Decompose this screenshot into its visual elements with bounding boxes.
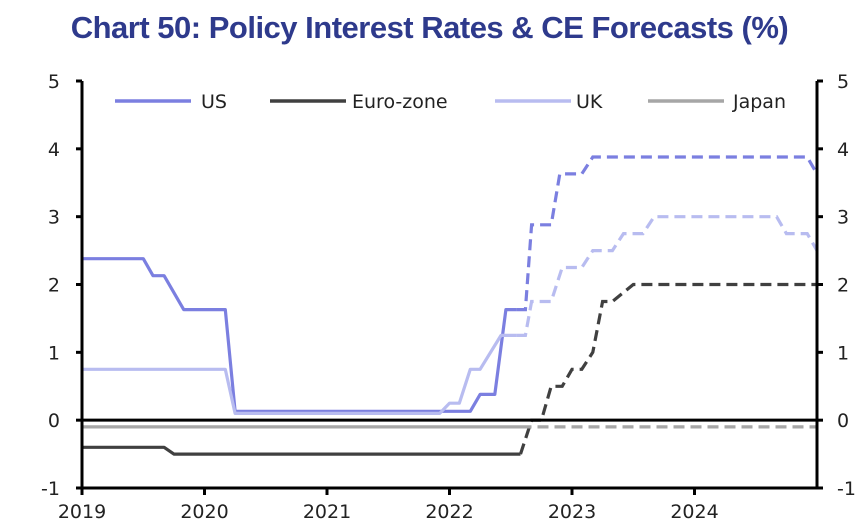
y-tick-label-left: 0 xyxy=(48,410,60,432)
series-euro-zone-forecast xyxy=(518,282,817,455)
series-uk-actual xyxy=(82,333,517,415)
series-us-forecast xyxy=(516,155,819,312)
chart-title: Chart 50: Policy Interest Rates & CE For… xyxy=(70,10,789,45)
x-tick-label: 2022 xyxy=(425,501,473,523)
y-tick-label-right: 5 xyxy=(837,71,849,93)
series-us-actual xyxy=(82,257,517,413)
y-tick-label-right: 0 xyxy=(837,410,849,432)
y-tick-label-left: 1 xyxy=(48,342,60,364)
y-tick-label-right: 2 xyxy=(837,275,849,297)
y-tick-label-left: 5 xyxy=(48,71,60,93)
y-tick-label-right: 3 xyxy=(837,207,849,229)
y-tick-label-left: 4 xyxy=(48,139,60,161)
legend-label-euro-zone: Euro-zone xyxy=(352,91,448,113)
y-tick-label-left: -1 xyxy=(41,478,60,500)
y-tick-label-right: -1 xyxy=(837,478,856,500)
y-tick-label-right: 1 xyxy=(837,342,849,364)
legend-label-uk: UK xyxy=(576,91,603,113)
legend-label-us: US xyxy=(201,91,227,113)
x-tick-label: 2021 xyxy=(303,501,351,523)
y-tick-label-left: 3 xyxy=(48,207,60,229)
x-tick-label: 2024 xyxy=(670,501,718,523)
y-tick-label-left: 2 xyxy=(48,275,60,297)
series-uk-forecast xyxy=(516,215,819,337)
x-tick-label: 2019 xyxy=(58,501,106,523)
series-euro-zone-actual xyxy=(82,445,521,456)
legend-label-japan: Japan xyxy=(732,91,786,113)
x-tick-label: 2020 xyxy=(180,501,228,523)
y-tick-label-right: 4 xyxy=(837,139,849,161)
x-tick-label: 2023 xyxy=(548,501,596,523)
